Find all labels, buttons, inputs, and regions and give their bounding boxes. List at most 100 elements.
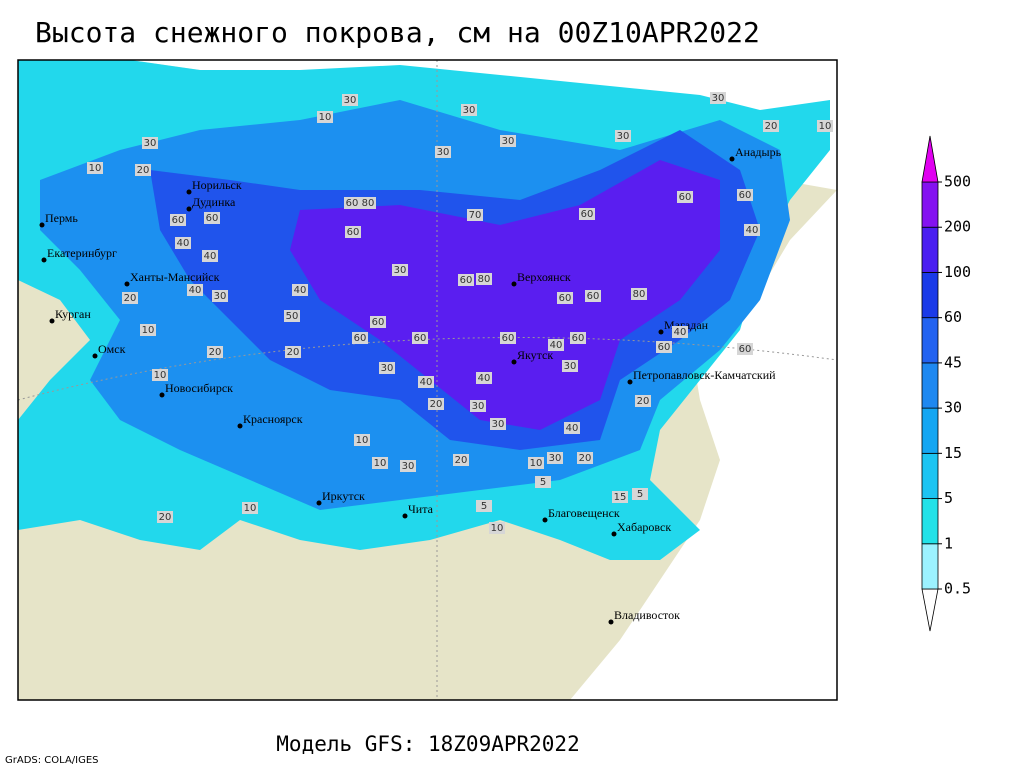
contour-label-bg xyxy=(372,457,388,469)
contour-label-bg xyxy=(428,398,444,410)
contour-label-bg xyxy=(564,422,580,434)
contour-label-bg xyxy=(202,250,218,262)
contour-label-bg xyxy=(656,341,672,353)
contour-label-bg xyxy=(737,189,753,201)
contour-label-bg xyxy=(490,418,506,430)
city-dot xyxy=(511,281,517,287)
contour-label-bg xyxy=(557,292,573,304)
contour-label-bg xyxy=(435,146,451,158)
contour-label: 40 xyxy=(674,327,687,338)
contour-label-bg xyxy=(585,290,601,302)
contour-label-bg xyxy=(87,162,103,174)
contour-label: 30 xyxy=(564,361,577,372)
contour-label-bg xyxy=(344,197,360,209)
contour-label: 40 xyxy=(189,285,202,296)
contour-label-bg xyxy=(612,491,628,503)
contour-label-bg xyxy=(562,360,578,372)
city-label: Екатеринбург xyxy=(47,246,117,260)
contour-label-bg xyxy=(476,273,492,285)
contour-label: 60 xyxy=(559,293,572,304)
contour-label: 40 xyxy=(550,340,563,351)
contour-label: 30 xyxy=(549,453,562,464)
contour-label: 30 xyxy=(381,363,394,374)
city-dot xyxy=(124,281,130,287)
contour-label: 60 xyxy=(502,333,515,344)
contour-label-bg xyxy=(635,395,651,407)
city-dot xyxy=(511,359,517,365)
contour-label-bg xyxy=(360,197,376,209)
contour-label: 10 xyxy=(374,458,387,469)
contour-label: 10 xyxy=(319,112,332,123)
contour-label-bg xyxy=(763,120,779,132)
contour-label-bg xyxy=(352,332,368,344)
city-dot xyxy=(237,423,243,429)
contour-label-bg xyxy=(354,434,370,446)
colorbar-label: 45 xyxy=(944,353,962,371)
contour-label-bg xyxy=(370,316,386,328)
contour-label-bg xyxy=(152,369,168,381)
contour-label: 10 xyxy=(89,163,102,174)
contour-label: 60 xyxy=(414,333,427,344)
contour-label-bg xyxy=(412,332,428,344)
contour-label-bg xyxy=(570,332,586,344)
city-label: Верхоянск xyxy=(517,270,571,284)
contour-label: 60 xyxy=(581,209,594,220)
contour-label: 20 xyxy=(455,455,468,466)
city-dot xyxy=(49,318,55,324)
map xyxy=(17,59,838,701)
contour-label-bg xyxy=(392,264,408,276)
colorbar-segment xyxy=(921,407,939,454)
contour-label-bg xyxy=(548,339,564,351)
contour-label-bg xyxy=(632,488,648,500)
contour-label: 20 xyxy=(430,399,443,410)
contour-label-bg xyxy=(142,137,158,149)
contour-label-bg xyxy=(175,237,191,249)
contour-label: 40 xyxy=(420,377,433,388)
city-dot xyxy=(186,206,192,212)
contour-label: 40 xyxy=(294,285,307,296)
contour-label: 15 xyxy=(614,492,627,503)
contour-label: 80 xyxy=(633,289,646,300)
contour-label: 20 xyxy=(124,293,137,304)
contour-label-bg xyxy=(284,310,300,322)
contour-label-bg xyxy=(285,346,301,358)
colorbar-label: 60 xyxy=(944,308,962,326)
city-label: Новосибирск xyxy=(165,381,233,395)
city-dot xyxy=(41,257,47,263)
contour-label-bg xyxy=(470,400,486,412)
colorbar-segment xyxy=(921,452,939,499)
contour-label: 60 xyxy=(572,333,585,344)
contour-label: 20 xyxy=(579,453,592,464)
colorbar-label: 500 xyxy=(944,173,971,191)
city-dot xyxy=(39,222,45,228)
contour-label-bg xyxy=(500,332,516,344)
contour-label: 60 xyxy=(679,192,692,203)
contour-label-bg xyxy=(710,92,726,104)
contour-label: 30 xyxy=(472,401,485,412)
city-label: Благовещенск xyxy=(548,506,620,520)
contour-label-bg xyxy=(212,290,228,302)
contour-label-bg xyxy=(135,164,151,176)
colorbar-high xyxy=(921,135,939,183)
contour-label-bg xyxy=(418,376,434,388)
contour-label-bg xyxy=(242,502,258,514)
contour-label-bg xyxy=(476,500,492,512)
contour-label: 40 xyxy=(478,373,491,384)
contour-label: 30 xyxy=(214,291,227,302)
contour-label: 30 xyxy=(144,138,157,149)
snow-very-deep xyxy=(290,160,720,430)
contour-label-bg xyxy=(489,522,505,534)
contour-label: 30 xyxy=(712,93,725,104)
contour-label: 60 xyxy=(658,342,671,353)
contour-label-bg xyxy=(615,130,631,142)
city-label: Петропавловск-Камчатский xyxy=(633,368,776,382)
city-label: Норильск xyxy=(192,178,242,192)
contour-label-bg xyxy=(122,292,138,304)
contour-label: 5 xyxy=(540,477,546,488)
contour-label: 30 xyxy=(437,147,450,158)
contour-label-bg xyxy=(467,209,483,221)
contour-label-bg xyxy=(577,452,593,464)
